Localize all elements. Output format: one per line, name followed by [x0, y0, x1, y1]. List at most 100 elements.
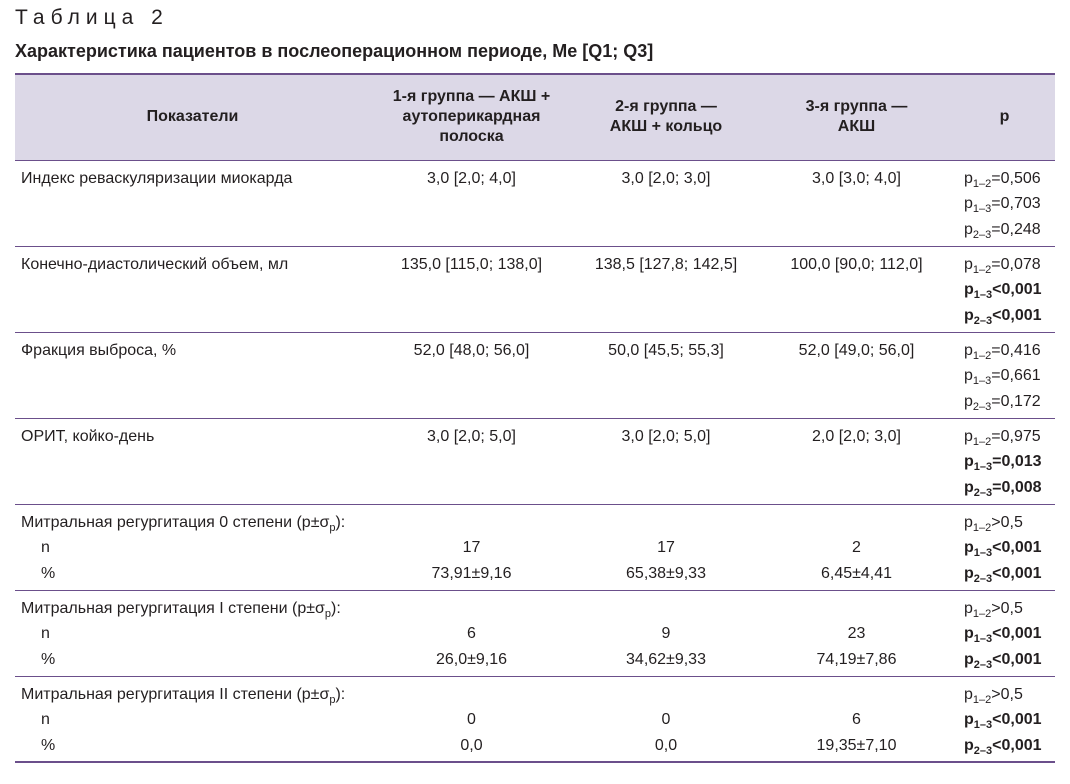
p-rest: =0,248	[991, 220, 1041, 238]
p-value: р1–2>0,5	[964, 682, 1049, 708]
p-rest: >0,5	[991, 685, 1023, 703]
value-g2: 3,0 [2,0; 3,0]	[621, 169, 711, 187]
p-subscript: 1–3	[973, 461, 993, 473]
p-subscript: 2–3	[973, 314, 993, 327]
p-rest: <0,001	[992, 564, 1042, 582]
p-rest: <0,001	[992, 281, 1042, 298]
count-value: 17	[462, 539, 481, 556]
percent-value: 6,45±4,41	[820, 564, 893, 582]
p-value: р2–3=0,248	[964, 217, 1049, 243]
p-subscript: 2–3	[973, 486, 993, 499]
count-value: 6	[467, 625, 476, 642]
table-row-regurgitation: Митральная регургитация 0 степени (р±σ р)…	[15, 504, 1055, 590]
p-rest: <0,001	[992, 736, 1042, 754]
value-g1: 135,0 [115,0; 138,0]	[400, 255, 543, 273]
percent-value: 73,91±9,16	[431, 564, 512, 582]
p-values-cell: р 1–2=0,975 р1–3=0,013 р2–3=0,008	[954, 418, 1055, 504]
label-main: Митральная регургитация 0 степени (р±σ	[21, 513, 330, 531]
regurgitation-title: Митральная регургитация I степени (р±σр)…	[21, 596, 364, 622]
label-subscript: р	[324, 607, 332, 620]
p-value: р1–3<0,001	[964, 621, 1049, 647]
label-end: ):	[331, 599, 341, 617]
p-subscript: 1–2	[972, 349, 992, 362]
p-rest: =0,975	[991, 427, 1041, 445]
p-value: р1–3=0,703	[964, 191, 1049, 217]
p-prefix: р	[964, 478, 974, 496]
value-g3: 2 6,45±4,41	[759, 504, 954, 590]
pct-label: %	[41, 650, 56, 668]
p-subscript: 1–2	[972, 435, 992, 448]
p-value: р2–3=0,172	[964, 389, 1049, 415]
p-values-cell: р1–2>0,5 р1–3<0,001 р2–3<0,001	[954, 676, 1055, 762]
label-end: ):	[335, 513, 346, 531]
p-subscript: 2–3	[973, 572, 993, 585]
table-row-regurgitation: Митральная регургитация I степени (р±σр)…	[15, 590, 1055, 676]
percent-value: 0,0	[654, 736, 678, 754]
value-g2: 17 65,38±9,33	[573, 504, 759, 590]
count-value: 2	[852, 539, 861, 556]
p-value: р1–3=0,661	[964, 363, 1049, 389]
value-g2: 9 34,62±9,33	[573, 590, 759, 676]
header-group3: 3-я группа — АКШ	[805, 98, 908, 136]
header-p: р	[999, 108, 1010, 126]
p-value: р1–3<0,001	[964, 535, 1049, 561]
count-value: 6	[852, 711, 861, 728]
p-rest: =0,416	[991, 341, 1041, 359]
p-rest: <0,001	[992, 625, 1042, 642]
p-rest: <0,001	[992, 650, 1042, 668]
p-rest: <0,001	[992, 539, 1042, 556]
label-main: Митральная регургитация I степени (р±σ	[21, 599, 325, 617]
row-label: Конечно-диастолический объем, мл	[21, 255, 289, 273]
p-value: р1–2>0,5	[964, 510, 1049, 536]
row-label: Митральная регургитация 0 степени (р±σр)…	[15, 504, 370, 590]
table-body: Индекс реваскуляризации миокарда 3,0 [2,0…	[15, 160, 1055, 762]
p-prefix: р	[964, 650, 974, 668]
p-rest: =0,703	[991, 195, 1041, 212]
value-g3: 3,0 [3,0; 4,0]	[812, 169, 901, 187]
p-prefix: р	[964, 341, 973, 359]
p-prefix: р	[964, 306, 974, 324]
p-subscript: 1–2	[972, 607, 992, 620]
p-prefix: р	[964, 513, 973, 531]
p-subscript: 1–3	[973, 547, 993, 559]
percent-value: 0,0	[460, 736, 483, 754]
p-prefix: р	[964, 281, 974, 298]
value-g3: 100,0 [90,0; 112,0]	[790, 255, 923, 273]
percent-value: 19,35±7,10	[816, 736, 897, 754]
value-g1: 3,0 [2,0; 4,0]	[427, 169, 516, 187]
p-prefix: р	[964, 255, 973, 273]
p-prefix: р	[964, 392, 973, 410]
table-header: Показатели 1-я группа — АКШ + аутоперика…	[15, 74, 1055, 160]
table-caption: Таблица 2	[15, 6, 169, 29]
percent-value: 26,0±9,16	[435, 650, 508, 668]
p-value: р1–3<0,001	[964, 277, 1049, 303]
p-subscript: 1–2	[972, 693, 992, 706]
p-prefix: р	[964, 685, 973, 703]
label-subscript: р	[329, 693, 336, 706]
header-group1: 1-я группа — АКШ + аутоперикардная полос…	[392, 88, 551, 146]
table-row: ОРИТ, койко-день 3,0 [2,0; 5,0] 3,0 [2,0; …	[15, 418, 1055, 504]
p-subscript: 1–3	[973, 289, 993, 301]
table-row: Фракция выброса, % 52,0 [48,0; 56,0] 50,0 …	[15, 332, 1055, 418]
p-value: р2–3=0,008	[964, 475, 1049, 501]
header-row: Показатели 1-я группа — АКШ + аутоперика…	[15, 74, 1055, 160]
pct-label: %	[41, 564, 56, 582]
count-value: 17	[657, 539, 675, 556]
p-value: р2–3<0,001	[964, 647, 1049, 673]
p-rest: =0,078	[991, 255, 1041, 273]
p-rest: <0,001	[992, 711, 1042, 728]
value-g1: 52,0 [48,0; 56,0]	[413, 341, 530, 359]
n-label: n	[41, 539, 50, 556]
table-title: Характеристика пациентов в послеоперацио…	[15, 41, 654, 61]
row-label: Митральная регургитация I степени (р±σр)…	[15, 590, 370, 676]
n-label: n	[41, 711, 50, 728]
header-indicator: Показатели	[146, 108, 239, 126]
value-g2: 138,5 [127,8; 142,5]	[594, 255, 738, 273]
p-subscript: 2–3	[972, 400, 992, 413]
p-value: р1–3=0,013	[964, 449, 1049, 475]
p-values-cell: р1–2=0,416 р1–3=0,661 р2–3=0,172	[954, 332, 1055, 418]
p-prefix: р	[964, 195, 973, 212]
p-values-cell: р 1–2>0,5 р1–3<0,001 р2–3<0,001	[954, 590, 1055, 676]
p-rest: >0,5	[991, 599, 1023, 617]
